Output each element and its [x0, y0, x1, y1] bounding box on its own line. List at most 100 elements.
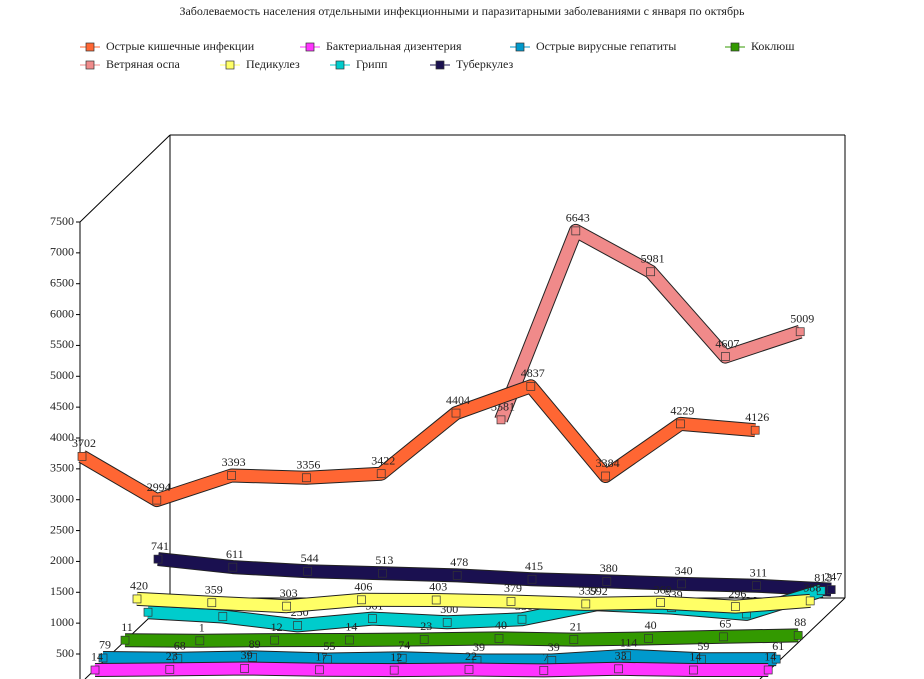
point-marker	[293, 621, 302, 630]
data-label: 68	[174, 638, 186, 652]
data-label: 3422	[371, 453, 395, 467]
data-label: 296	[728, 586, 746, 600]
data-label: 22	[465, 649, 477, 663]
y-tick-label: 500	[56, 646, 74, 660]
point-marker	[646, 267, 655, 277]
data-label: 114	[620, 636, 638, 650]
point-marker	[601, 471, 610, 481]
y-tick-label: 3500	[50, 461, 74, 475]
point-marker	[270, 635, 279, 645]
data-label: 79	[99, 638, 111, 652]
point-marker	[826, 585, 836, 594]
data-label: 420	[130, 579, 148, 593]
legend-label: Грипп	[356, 57, 388, 71]
y-tick-label: 5500	[50, 337, 74, 351]
point-marker	[218, 612, 228, 621]
point-marker	[805, 596, 815, 606]
data-label: 23	[166, 649, 178, 663]
data-label: 2994	[147, 480, 171, 494]
point-marker	[132, 594, 142, 604]
data-label: 388	[803, 581, 821, 595]
data-label: 12	[271, 620, 283, 634]
series: 79 68 89 55 74 39 39 114 59 61	[98, 636, 784, 668]
point-marker	[397, 653, 407, 663]
legend-label: Бактериальная дизентерия	[326, 39, 462, 53]
point-marker	[656, 598, 665, 607]
data-label: 544	[301, 551, 319, 565]
point-marker	[345, 635, 354, 645]
data-label: 59	[697, 639, 709, 653]
data-label: 403	[429, 580, 447, 594]
series-band	[157, 553, 832, 596]
point-marker	[517, 614, 527, 624]
legend-label: Педикулез	[246, 57, 300, 71]
y-tick-label: 5000	[50, 368, 74, 382]
point-marker	[143, 607, 153, 617]
point-marker	[282, 601, 291, 611]
data-label: 813	[814, 570, 832, 584]
series-band	[78, 380, 756, 507]
point-marker	[431, 595, 441, 605]
point-marker	[452, 571, 462, 580]
legend-marker	[335, 60, 345, 70]
data-label: 23	[420, 619, 432, 633]
point-marker	[614, 664, 623, 674]
series: 14 23 39 17 12 22 7 33 14 14	[90, 648, 776, 678]
data-label: 14	[345, 620, 357, 634]
point-marker	[368, 614, 377, 623]
data-label: 39	[241, 648, 253, 662]
data-label: 14	[91, 650, 103, 664]
data-label: 12	[390, 650, 402, 664]
point-marker	[506, 597, 516, 606]
data-label: 55	[323, 639, 335, 653]
y-tick-label: 2000	[50, 553, 74, 567]
point-marker	[303, 566, 312, 576]
point-marker	[496, 415, 506, 425]
point-marker	[750, 425, 760, 435]
point-marker	[378, 568, 387, 578]
legend-label: Ветряная оспа	[106, 57, 181, 71]
y-tick-label: 2500	[50, 522, 74, 536]
point-marker	[227, 471, 236, 480]
data-label: 1	[199, 621, 205, 635]
data-label: 65	[719, 617, 731, 631]
data-label: 21	[570, 619, 582, 633]
y-tick-label: 4500	[50, 399, 74, 413]
point-marker	[240, 664, 249, 673]
point-marker	[248, 653, 257, 662]
data-label: 406	[354, 580, 372, 594]
data-label: 4404	[446, 393, 470, 407]
legend-marker	[85, 60, 95, 70]
legend-label: Острые кишечные инфекции	[106, 39, 255, 53]
series: 3702 2994 3393 3356 3422 4404 4837 3384 4229 4126	[72, 366, 769, 508]
data-label: 17	[315, 650, 327, 664]
y-tick-label: 1500	[50, 584, 74, 598]
chart-title: Заболеваемость населения отдельными инфе…	[179, 4, 745, 18]
data-label: 4229	[670, 404, 694, 418]
data-label: 6643	[566, 211, 590, 225]
y-tick-label: 3000	[50, 491, 74, 505]
data-label: 11	[121, 620, 133, 634]
data-label: 360	[654, 582, 672, 596]
point-marker	[389, 665, 399, 675]
point-marker	[816, 586, 826, 596]
legend-label: Туберкулез	[456, 57, 513, 71]
point-marker	[602, 577, 612, 586]
y-tick-label: 6500	[50, 275, 74, 289]
point-marker	[228, 562, 238, 572]
point-marker	[207, 598, 217, 608]
series-band	[102, 649, 777, 667]
point-marker	[442, 617, 452, 627]
point-marker	[526, 381, 536, 391]
legend-marker	[515, 42, 525, 52]
data-label: 33	[615, 649, 627, 663]
point-marker	[77, 452, 87, 461]
data-label: 61	[772, 639, 784, 653]
legend-marker	[305, 42, 315, 52]
point-marker	[357, 595, 366, 605]
point-marker	[752, 581, 761, 591]
point-marker	[539, 666, 549, 675]
series-band	[124, 629, 799, 647]
data-label: 3356	[296, 457, 320, 471]
